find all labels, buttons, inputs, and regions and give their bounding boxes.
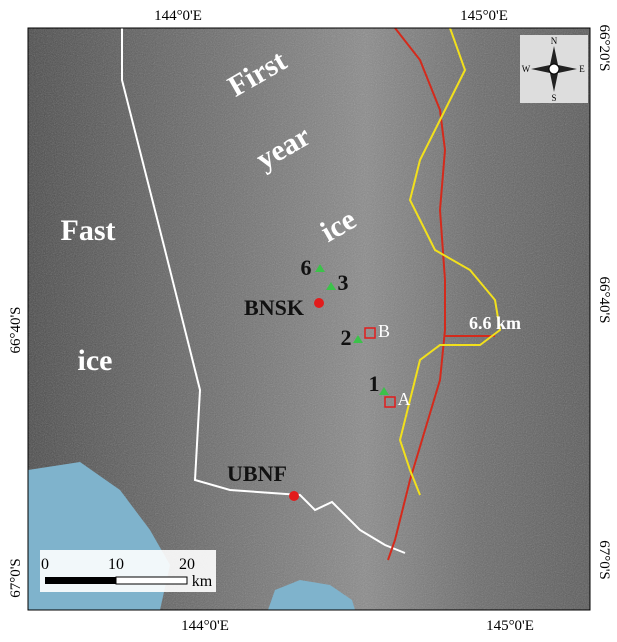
scale-bar: 0 10 20 km	[40, 550, 216, 592]
distance-label: 6.6 km	[469, 313, 521, 333]
compass-label: W	[522, 64, 531, 74]
region-label: ice	[78, 344, 113, 377]
compass-label: S	[551, 93, 556, 103]
lat-label: 67°0'S	[8, 558, 24, 598]
scale-tick: 20	[179, 556, 195, 573]
station-label: 3	[338, 270, 349, 295]
lat-label: 66°40'S	[8, 306, 24, 353]
lon-label: 144°0'E	[154, 8, 202, 24]
lon-label: 145°0'E	[486, 618, 534, 634]
box-label: A	[398, 389, 411, 409]
scale-tick: 10	[108, 556, 124, 573]
station-label: 1	[369, 371, 380, 396]
box-label: B	[378, 321, 390, 341]
lat-label: 66°20'S	[596, 24, 612, 71]
lon-label: 145°0'E	[460, 8, 508, 24]
station-label: 2	[341, 325, 352, 350]
station-label: BNSK	[244, 295, 304, 320]
region-label: Fast	[61, 214, 116, 247]
lat-label: 67°0'S	[596, 540, 612, 580]
lon-label: 144°0'E	[181, 618, 229, 634]
station-label: UBNF	[227, 461, 287, 486]
map: 144°0'E 145°0'E 144°0'E 145°0'E 66°40'S …	[0, 0, 617, 637]
station-label: 6	[301, 255, 312, 280]
compass-label: E	[579, 64, 585, 74]
scale-unit: km	[192, 573, 213, 590]
scale-tick: 0	[41, 556, 49, 573]
compass-label: N	[551, 36, 558, 46]
lat-label: 66°40'S	[596, 276, 612, 323]
compass: N S E W	[520, 35, 588, 103]
